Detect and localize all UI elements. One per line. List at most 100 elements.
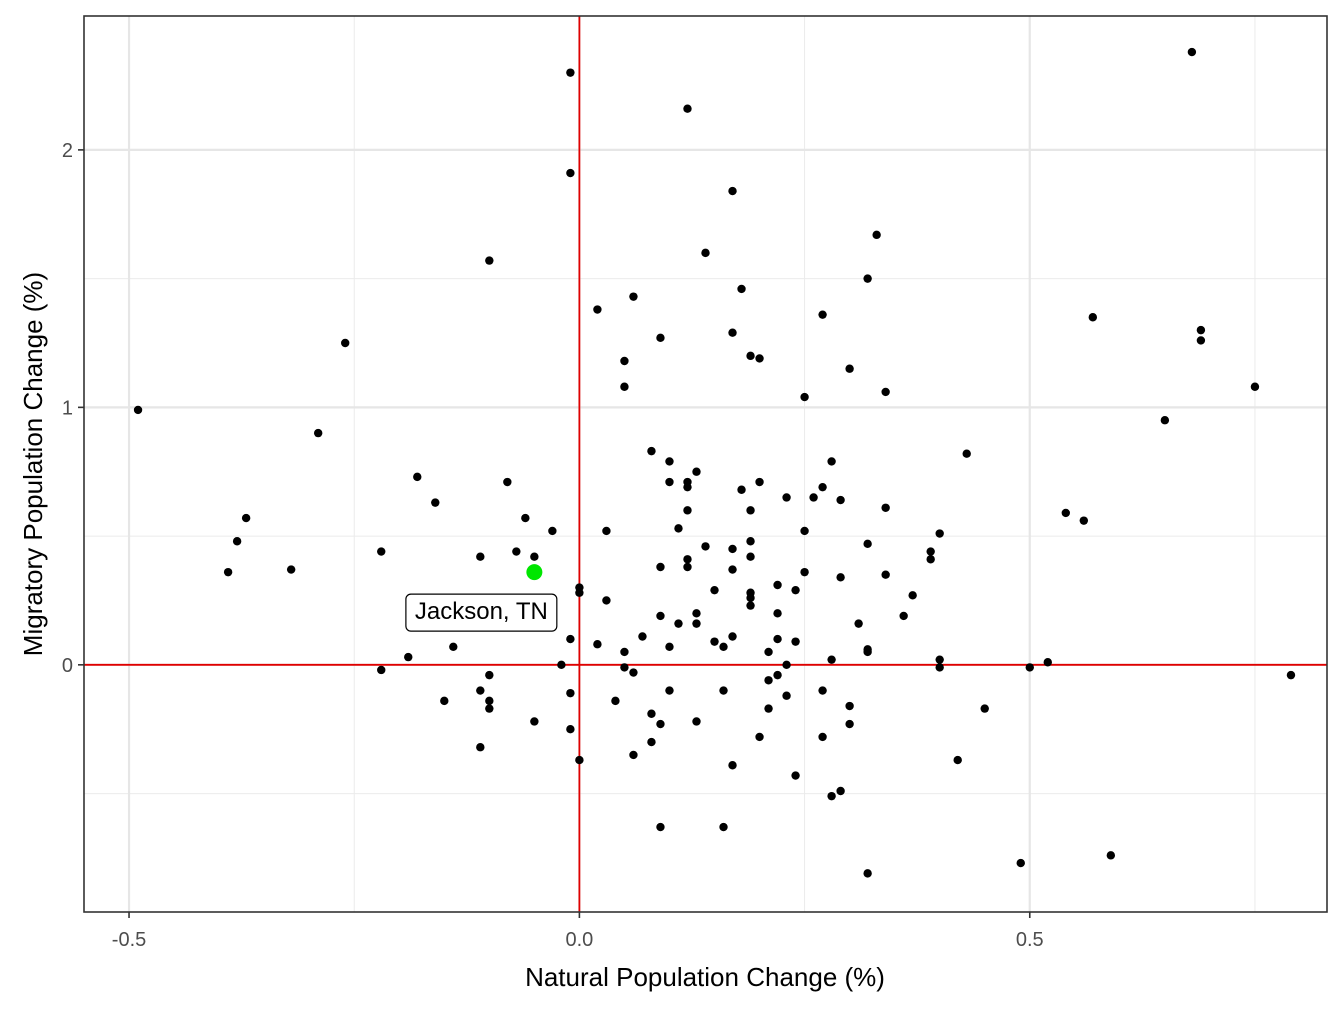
data-point: [674, 524, 683, 533]
data-point: [854, 619, 863, 628]
data-point: [647, 737, 656, 747]
data-point: [980, 704, 989, 713]
data-point: [836, 786, 845, 796]
highlight-label: Jackson, TN: [415, 598, 548, 625]
data-point: [818, 686, 827, 695]
data-point: [701, 542, 710, 551]
data-point: [692, 619, 701, 628]
data-point: [1196, 325, 1206, 335]
data-point: [827, 457, 836, 466]
data-point: [863, 274, 872, 283]
data-point: [818, 482, 827, 492]
data-point: [773, 670, 782, 680]
data-point: [773, 634, 782, 644]
data-point: [800, 526, 809, 536]
data-point: [926, 555, 935, 564]
data-point: [773, 609, 782, 618]
y-axis-title: Migratory Population Change (%): [18, 272, 48, 656]
data-point: [728, 565, 737, 574]
data-point: [485, 670, 494, 680]
data-point: [791, 637, 800, 646]
data-point: [827, 655, 836, 664]
data-point: [845, 719, 854, 729]
data-point: [566, 168, 575, 178]
data-point: [449, 642, 458, 652]
data-point: [791, 771, 800, 780]
data-point: [746, 593, 755, 603]
data-point: [656, 333, 665, 343]
data-point: [656, 562, 665, 572]
data-point: [1079, 516, 1089, 525]
data-point: [431, 498, 440, 507]
data-point: [845, 701, 854, 711]
data-point: [1187, 47, 1197, 57]
data-point: [548, 526, 557, 536]
plot-background: [84, 16, 1327, 912]
data-point: [602, 596, 611, 605]
data-point: [133, 405, 143, 415]
data-point: [665, 477, 674, 487]
data-point: [223, 567, 233, 577]
data-point: [755, 732, 764, 742]
data-point: [1250, 382, 1260, 391]
data-point: [773, 580, 782, 590]
data-point: [746, 601, 755, 610]
data-point: [683, 104, 692, 113]
data-point: [286, 565, 296, 574]
data-point: [1043, 658, 1052, 667]
data-point: [899, 611, 908, 621]
data-point: [791, 585, 800, 595]
data-point: [692, 609, 701, 618]
data-point: [926, 547, 935, 556]
data-point: [665, 686, 674, 695]
data-point: [746, 537, 755, 546]
data-point: [593, 640, 602, 649]
data-point: [575, 755, 584, 765]
data-point: [845, 364, 854, 373]
data-point: [575, 588, 584, 597]
data-point: [800, 567, 809, 577]
data-point: [1160, 416, 1170, 425]
data-point: [485, 704, 494, 713]
data-point: [818, 732, 827, 742]
data-point: [962, 449, 971, 458]
data-point: [728, 544, 737, 554]
data-point: [728, 632, 737, 641]
data-point: [818, 310, 827, 319]
data-point: [629, 292, 638, 301]
data-point: [836, 495, 845, 505]
data-point: [719, 642, 728, 652]
data-point: [746, 552, 755, 561]
data-point: [755, 354, 764, 363]
data-point: [1025, 663, 1034, 672]
data-point: [782, 691, 791, 700]
points-layer: [133, 47, 1296, 878]
data-point: [1016, 858, 1025, 868]
data-point: [413, 472, 422, 482]
data-point: [404, 652, 413, 662]
x-axis-title: Natural Population Change (%): [525, 962, 885, 992]
x-tick-label: 0.0: [565, 929, 593, 951]
data-point: [719, 686, 728, 695]
x-tick-label: -0.5: [112, 929, 146, 951]
plot-border: [83, 15, 1328, 913]
data-point: [1061, 508, 1070, 518]
data-point: [476, 743, 485, 752]
data-point: [872, 230, 881, 240]
data-point: [863, 869, 872, 878]
data-point: [881, 503, 890, 512]
data-point: [656, 611, 665, 621]
data-point: [683, 555, 692, 564]
data-point: [764, 704, 773, 713]
data-point: [935, 655, 944, 664]
x-tick-label: 0.5: [1016, 929, 1044, 951]
data-point: [566, 634, 575, 644]
data-point: [719, 822, 728, 832]
data-point: [1196, 336, 1206, 345]
data-point: [521, 513, 530, 523]
data-point: [764, 676, 773, 685]
y-tick-label: 1: [62, 397, 73, 419]
data-point: [863, 539, 872, 549]
data-point: [881, 570, 890, 579]
